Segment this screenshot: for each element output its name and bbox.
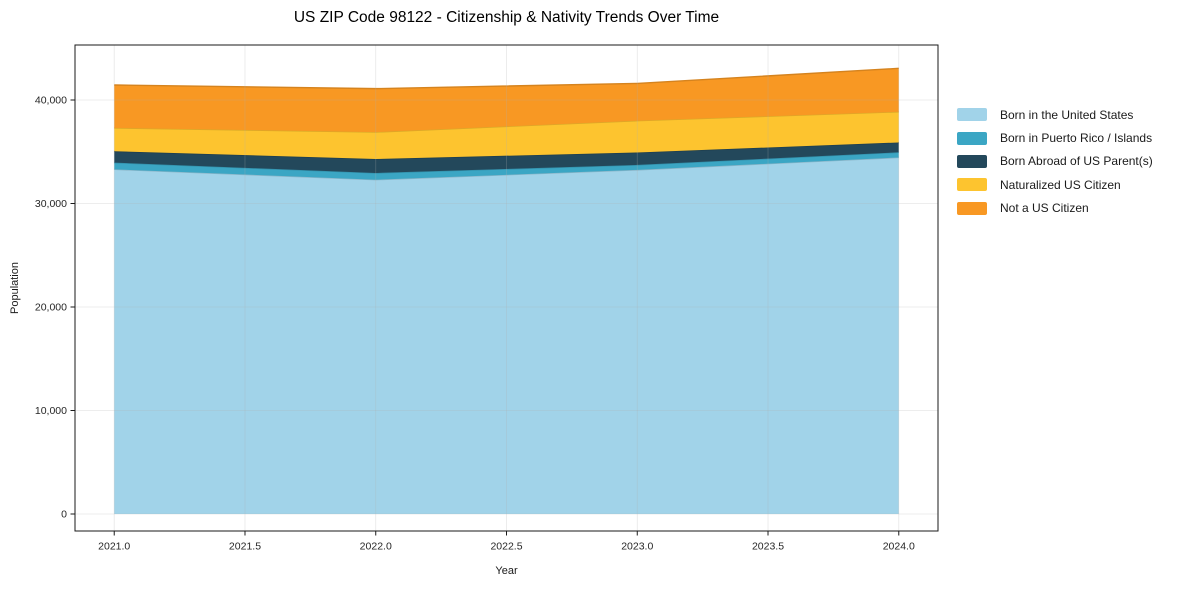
legend-label: Naturalized US Citizen bbox=[1000, 177, 1121, 192]
legend-swatch-icon bbox=[957, 178, 987, 192]
x-tick-label: 2023.5 bbox=[752, 541, 784, 553]
legend-swatch-icon bbox=[957, 131, 987, 145]
y-tick-label: 20,000 bbox=[35, 302, 67, 314]
legend-swatch-icon bbox=[957, 201, 987, 215]
area-series-1 bbox=[114, 152, 899, 180]
legend-item-1: Born in Puerto Rico / Islands bbox=[957, 126, 1153, 149]
legend-label: Born in the United States bbox=[1000, 107, 1134, 122]
legend: Born in the United States Born in Puerto … bbox=[957, 103, 1153, 220]
legend-label: Born Abroad of US Parent(s) bbox=[1000, 154, 1153, 169]
y-tick-label: 0 bbox=[61, 509, 67, 521]
legend-label: Not a US Citizen bbox=[1000, 201, 1089, 216]
legend-label: Born in Puerto Rico / Islands bbox=[1000, 131, 1153, 146]
y-tick-label: 40,000 bbox=[35, 95, 67, 107]
area-top-edge-4 bbox=[114, 67, 899, 90]
legend-item-0: Born in the United States bbox=[957, 103, 1153, 126]
chart-title: US ZIP Code 98122 - Citizenship & Nativi… bbox=[293, 9, 720, 26]
legend-item-4: Not a US Citizen bbox=[957, 197, 1153, 220]
x-tick-label: 2021.5 bbox=[229, 541, 261, 553]
x-tick-label: 2024.0 bbox=[883, 541, 915, 553]
x-axis-label: Year bbox=[495, 565, 518, 577]
area-series-0 bbox=[114, 157, 899, 514]
legend-item-3: Naturalized US Citizen bbox=[957, 173, 1153, 196]
x-tick-label: 2021.0 bbox=[98, 541, 130, 553]
x-tick-label: 2022.0 bbox=[360, 541, 392, 553]
y-axis-label: Population bbox=[9, 262, 21, 314]
x-tick-label: 2022.5 bbox=[490, 541, 522, 553]
legend-swatch-icon bbox=[957, 108, 987, 122]
area-series-4 bbox=[114, 68, 899, 133]
legend-swatch-icon bbox=[957, 154, 987, 168]
y-tick-label: 30,000 bbox=[35, 198, 67, 210]
x-tick-label: 2023.0 bbox=[621, 541, 653, 553]
y-tick-label: 10,000 bbox=[35, 405, 67, 417]
legend-item-2: Born Abroad of US Parent(s) bbox=[957, 150, 1153, 173]
area-series-3 bbox=[114, 111, 899, 160]
